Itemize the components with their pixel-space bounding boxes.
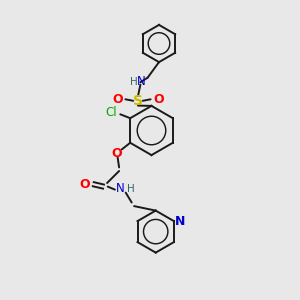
Text: H: H bbox=[127, 184, 135, 194]
Text: Cl: Cl bbox=[106, 106, 117, 119]
Text: H: H bbox=[130, 76, 137, 87]
Text: O: O bbox=[112, 93, 123, 106]
Text: N: N bbox=[116, 182, 125, 196]
Text: N: N bbox=[137, 75, 146, 88]
Text: O: O bbox=[153, 93, 164, 106]
Text: N: N bbox=[175, 214, 186, 228]
Text: O: O bbox=[111, 147, 122, 160]
Text: O: O bbox=[79, 178, 90, 191]
Text: S: S bbox=[133, 94, 143, 108]
